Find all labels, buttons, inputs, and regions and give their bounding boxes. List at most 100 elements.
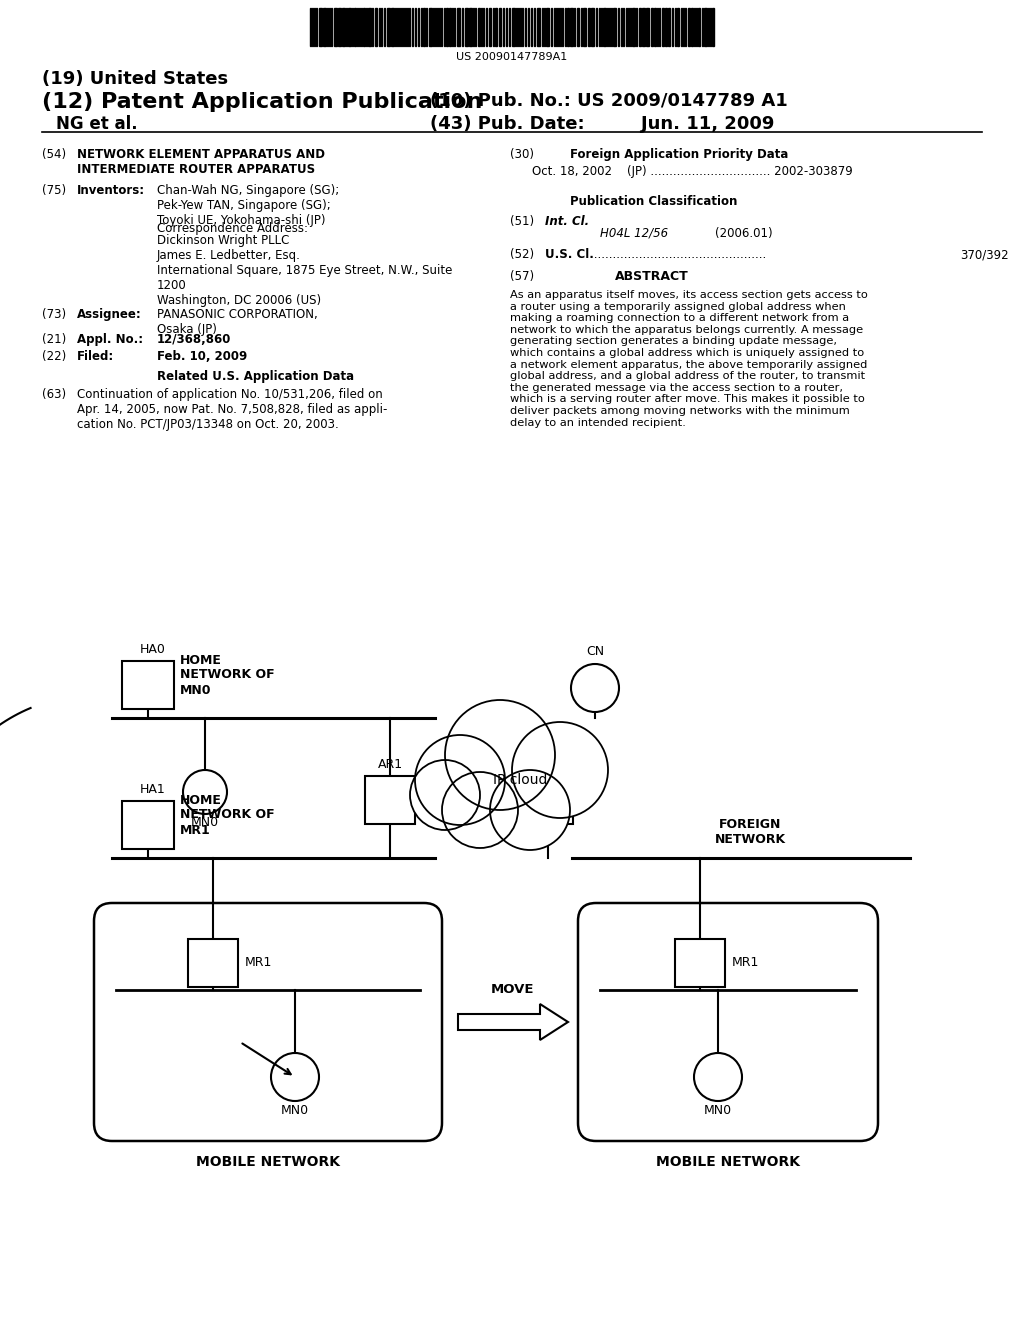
Text: (21): (21) [42, 333, 67, 346]
Text: (10) Pub. No.: US 2009/0147789 A1: (10) Pub. No.: US 2009/0147789 A1 [430, 92, 787, 110]
Text: Chan-Wah NG, Singapore (SG);
Pek-Yew TAN, Singapore (SG);
Toyoki UE, Yokohama-sh: Chan-Wah NG, Singapore (SG); Pek-Yew TAN… [157, 183, 339, 227]
Text: MR1: MR1 [732, 957, 760, 969]
Text: Oct. 18, 2002    (JP) ................................ 2002-303879: Oct. 18, 2002 (JP) .....................… [532, 165, 853, 178]
Text: MOBILE NETWORK: MOBILE NETWORK [196, 1155, 340, 1170]
Bar [319, 8, 322, 46]
Text: AR2: AR2 [536, 758, 560, 771]
Text: ABSTRACT: ABSTRACT [615, 271, 689, 282]
Bar [613, 8, 616, 46]
Bar [668, 8, 670, 46]
Bar [651, 8, 653, 46]
Bar [338, 8, 341, 46]
Text: (43) Pub. Date:         Jun. 11, 2009: (43) Pub. Date: Jun. 11, 2009 [430, 115, 774, 133]
Bar [334, 8, 337, 46]
Bar [691, 8, 693, 46]
Text: Related U.S. Application Data: Related U.S. Application Data [157, 370, 354, 383]
Text: HA1: HA1 [140, 783, 166, 796]
Text: HA0: HA0 [140, 643, 166, 656]
Bar [712, 8, 714, 46]
Bar [698, 8, 700, 46]
Text: As an apparatus itself moves, its access section gets access to
a router using a: As an apparatus itself moves, its access… [510, 290, 868, 428]
Bar [423, 8, 425, 46]
Text: (2006.01): (2006.01) [715, 227, 773, 240]
Circle shape [271, 1053, 319, 1101]
Bar [583, 8, 586, 46]
Text: H04L 12/56: H04L 12/56 [600, 227, 668, 240]
Bar [570, 8, 573, 46]
Bar [354, 8, 356, 46]
Text: (52): (52) [510, 248, 535, 261]
Text: AR1: AR1 [378, 758, 402, 771]
Bar [365, 776, 415, 824]
Text: NG et al.: NG et al. [56, 115, 137, 133]
Bar [591, 8, 594, 46]
Circle shape [410, 760, 480, 830]
Bar [457, 8, 460, 46]
Text: Continuation of application No. 10/531,206, filed on
Apr. 14, 2005, now Pat. No.: Continuation of application No. 10/531,2… [77, 388, 387, 432]
Bar [499, 8, 501, 46]
Bar [677, 8, 679, 46]
Text: 370/392: 370/392 [961, 248, 1009, 261]
Bar [429, 8, 432, 46]
Bar [537, 8, 540, 46]
Circle shape [490, 770, 570, 850]
Bar [342, 8, 345, 46]
Bar [478, 8, 480, 46]
Bar [546, 8, 549, 46]
Text: NETWORK ELEMENT APPARATUS AND
INTERMEDIATE ROUTER APPARATUS: NETWORK ELEMENT APPARATUS AND INTERMEDIA… [77, 148, 325, 176]
Circle shape [694, 1053, 742, 1101]
Bar [639, 8, 641, 46]
Text: HOME
NETWORK OF
MR1: HOME NETWORK OF MR1 [180, 793, 274, 837]
Bar [449, 8, 451, 46]
Text: Foreign Application Priority Data: Foreign Application Priority Data [570, 148, 788, 161]
Bar [577, 8, 579, 46]
Text: Int. Cl.: Int. Cl. [545, 215, 589, 228]
Bar [662, 8, 664, 46]
Text: US 20090147789A1: US 20090147789A1 [457, 51, 567, 62]
Text: MN0: MN0 [190, 816, 219, 829]
Text: (63): (63) [42, 388, 67, 401]
Bar [375, 8, 377, 46]
Text: Assignee:: Assignee: [77, 308, 141, 321]
Bar [188, 939, 238, 987]
Bar [665, 8, 667, 46]
Bar [362, 8, 365, 46]
Text: PANASONIC CORPORATION,
Osaka (JP): PANASONIC CORPORATION, Osaka (JP) [157, 308, 317, 337]
Text: Inventors:: Inventors: [77, 183, 145, 197]
Text: (75): (75) [42, 183, 67, 197]
Bar [705, 8, 707, 46]
Bar [122, 801, 174, 849]
Bar [122, 661, 174, 709]
Text: Correspondence Address:: Correspondence Address: [157, 222, 308, 235]
Text: (73): (73) [42, 308, 67, 321]
Bar [391, 8, 394, 46]
Text: MOBILE NETWORK: MOBILE NETWORK [656, 1155, 800, 1170]
Bar [446, 8, 449, 46]
Text: CN: CN [586, 645, 604, 657]
Text: HOME
NETWORK OF
MN0: HOME NETWORK OF MN0 [180, 653, 274, 697]
Text: MR1: MR1 [245, 957, 272, 969]
Bar [348, 8, 351, 46]
Bar [688, 8, 690, 46]
Bar [588, 8, 590, 46]
Text: MN0: MN0 [703, 1104, 732, 1117]
Bar [654, 8, 656, 46]
Bar [675, 939, 725, 987]
Text: (54): (54) [42, 148, 67, 161]
Bar [489, 8, 490, 46]
Text: IP cloud: IP cloud [493, 774, 547, 787]
Text: MOVE: MOVE [492, 983, 535, 997]
Text: Publication Classification: Publication Classification [570, 195, 737, 209]
Text: MN0: MN0 [281, 1104, 309, 1117]
Bar [323, 8, 326, 46]
Circle shape [512, 722, 608, 818]
Text: Dickinson Wright PLLC
James E. Ledbetter, Esq.
International Square, 1875 Eye St: Dickinson Wright PLLC James E. Ledbetter… [157, 234, 453, 308]
Bar [469, 8, 472, 46]
Text: ..............................................: ........................................… [590, 248, 766, 261]
Text: (12) Patent Application Publication: (12) Patent Application Publication [42, 92, 482, 112]
Bar [495, 8, 497, 46]
Text: (51): (51) [510, 215, 535, 228]
Text: (22): (22) [42, 350, 67, 363]
Text: Filed:: Filed: [77, 350, 115, 363]
Text: (30): (30) [510, 148, 534, 161]
